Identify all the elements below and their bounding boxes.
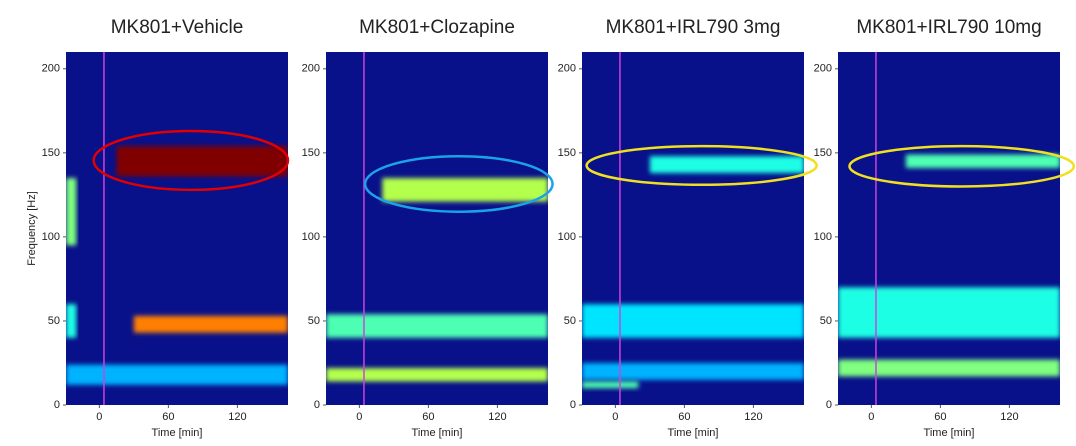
highlight-ellipse	[585, 144, 818, 187]
x-tick-label: 120	[1000, 411, 1018, 423]
x-axis-label: Time [min]	[412, 427, 463, 439]
x-tick-label: 0	[356, 411, 362, 423]
y-tick-label: 200	[558, 63, 576, 75]
y-tick-label: 150	[302, 147, 320, 159]
highlight-ellipse	[92, 129, 290, 192]
highlight-ellipse	[848, 144, 1076, 188]
plot-background	[66, 52, 288, 405]
y-tick-label: 0	[314, 399, 320, 411]
x-tick-label: 120	[744, 411, 762, 423]
y-tick-label: 200	[302, 63, 320, 75]
bands	[326, 178, 548, 382]
y-tick-label: 50	[308, 315, 320, 327]
x-tick-label: 60	[678, 411, 690, 423]
y-tick-label: 200	[42, 63, 60, 75]
x-tick-label: 0	[868, 411, 874, 423]
y-tick-label: 150	[558, 147, 576, 159]
spectral-band	[838, 359, 1060, 377]
spectral-band	[326, 368, 548, 382]
spectral-band	[66, 364, 288, 385]
y-tick-label: 200	[814, 63, 832, 75]
plot-background	[838, 52, 1060, 405]
x-axis-label: Time [min]	[668, 427, 719, 439]
y-tick-label: 50	[48, 315, 60, 327]
x-axis-label: Time [min]	[924, 427, 975, 439]
x-tick-label: 120	[488, 411, 506, 423]
panel-title: MK801+IRL790 10mg	[856, 17, 1041, 38]
panel-title: MK801+IRL790 3mg	[606, 17, 781, 38]
x-tick-label: 120	[228, 411, 246, 423]
y-tick-label: 100	[42, 231, 60, 243]
spectral-band	[649, 156, 804, 174]
y-tick-label: 150	[42, 147, 60, 159]
y-tick-label: 50	[564, 315, 576, 327]
spectral-band	[66, 178, 77, 246]
y-axis-label: Frequency [Hz]	[26, 191, 38, 266]
x-tick-label: 60	[422, 411, 434, 423]
x-tick-label: 0	[612, 411, 618, 423]
y-tick-label: 0	[54, 399, 60, 411]
y-tick-label: 100	[302, 231, 320, 243]
y-tick-label: 150	[814, 147, 832, 159]
x-tick-label: 0	[96, 411, 102, 423]
highlight-ellipse	[363, 154, 554, 213]
spectral-band	[838, 287, 1060, 338]
spectral-band	[326, 314, 548, 338]
y-tick-label: 0	[826, 399, 832, 411]
bands	[838, 154, 1060, 377]
x-tick-label: 60	[162, 411, 174, 423]
spectral-band	[905, 154, 1060, 168]
bands	[582, 156, 804, 389]
spectral-band	[582, 362, 804, 380]
spectral-band	[133, 315, 288, 333]
plot-background	[582, 52, 804, 405]
spectral-band	[116, 146, 288, 177]
x-tick-label: 60	[934, 411, 946, 423]
spectral-band	[582, 304, 804, 338]
y-tick-label: 100	[558, 231, 576, 243]
spectral-band	[582, 381, 639, 389]
y-tick-label: 100	[814, 231, 832, 243]
x-axis-label: Time [min]	[152, 427, 203, 439]
panel-title: MK801+Clozapine	[359, 17, 515, 38]
spectral-band	[382, 178, 548, 202]
plot-background	[326, 52, 548, 405]
bands	[66, 146, 288, 385]
spectral-band	[66, 304, 77, 338]
y-tick-label: 0	[570, 399, 576, 411]
panel-title: MK801+Vehicle	[111, 17, 244, 38]
y-tick-label: 50	[820, 315, 832, 327]
